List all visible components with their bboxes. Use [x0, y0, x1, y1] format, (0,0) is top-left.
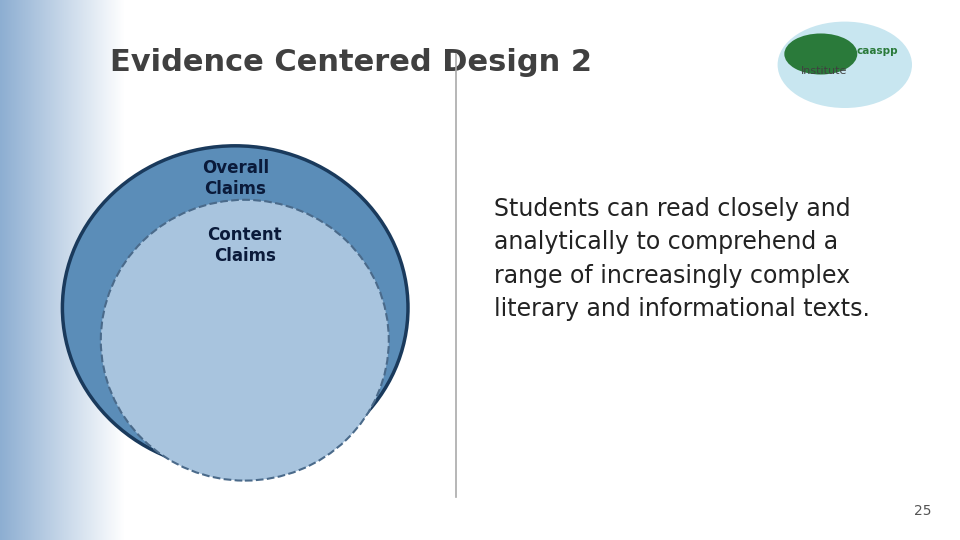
Text: Institute: Institute: [801, 66, 847, 76]
Ellipse shape: [62, 146, 408, 470]
Text: Overall
Claims: Overall Claims: [202, 159, 269, 198]
Text: Evidence Centered Design 2: Evidence Centered Design 2: [110, 48, 592, 77]
Circle shape: [784, 33, 857, 75]
Text: Content
Claims: Content Claims: [207, 226, 282, 265]
Text: caaspp: caaspp: [856, 46, 898, 56]
Text: 25: 25: [914, 504, 931, 518]
Ellipse shape: [778, 22, 912, 108]
Ellipse shape: [101, 200, 389, 481]
Bar: [125, 0, 960, 540]
Text: Students can read closely and
analytically to comprehend a
range of increasingly: Students can read closely and analytical…: [494, 197, 871, 321]
